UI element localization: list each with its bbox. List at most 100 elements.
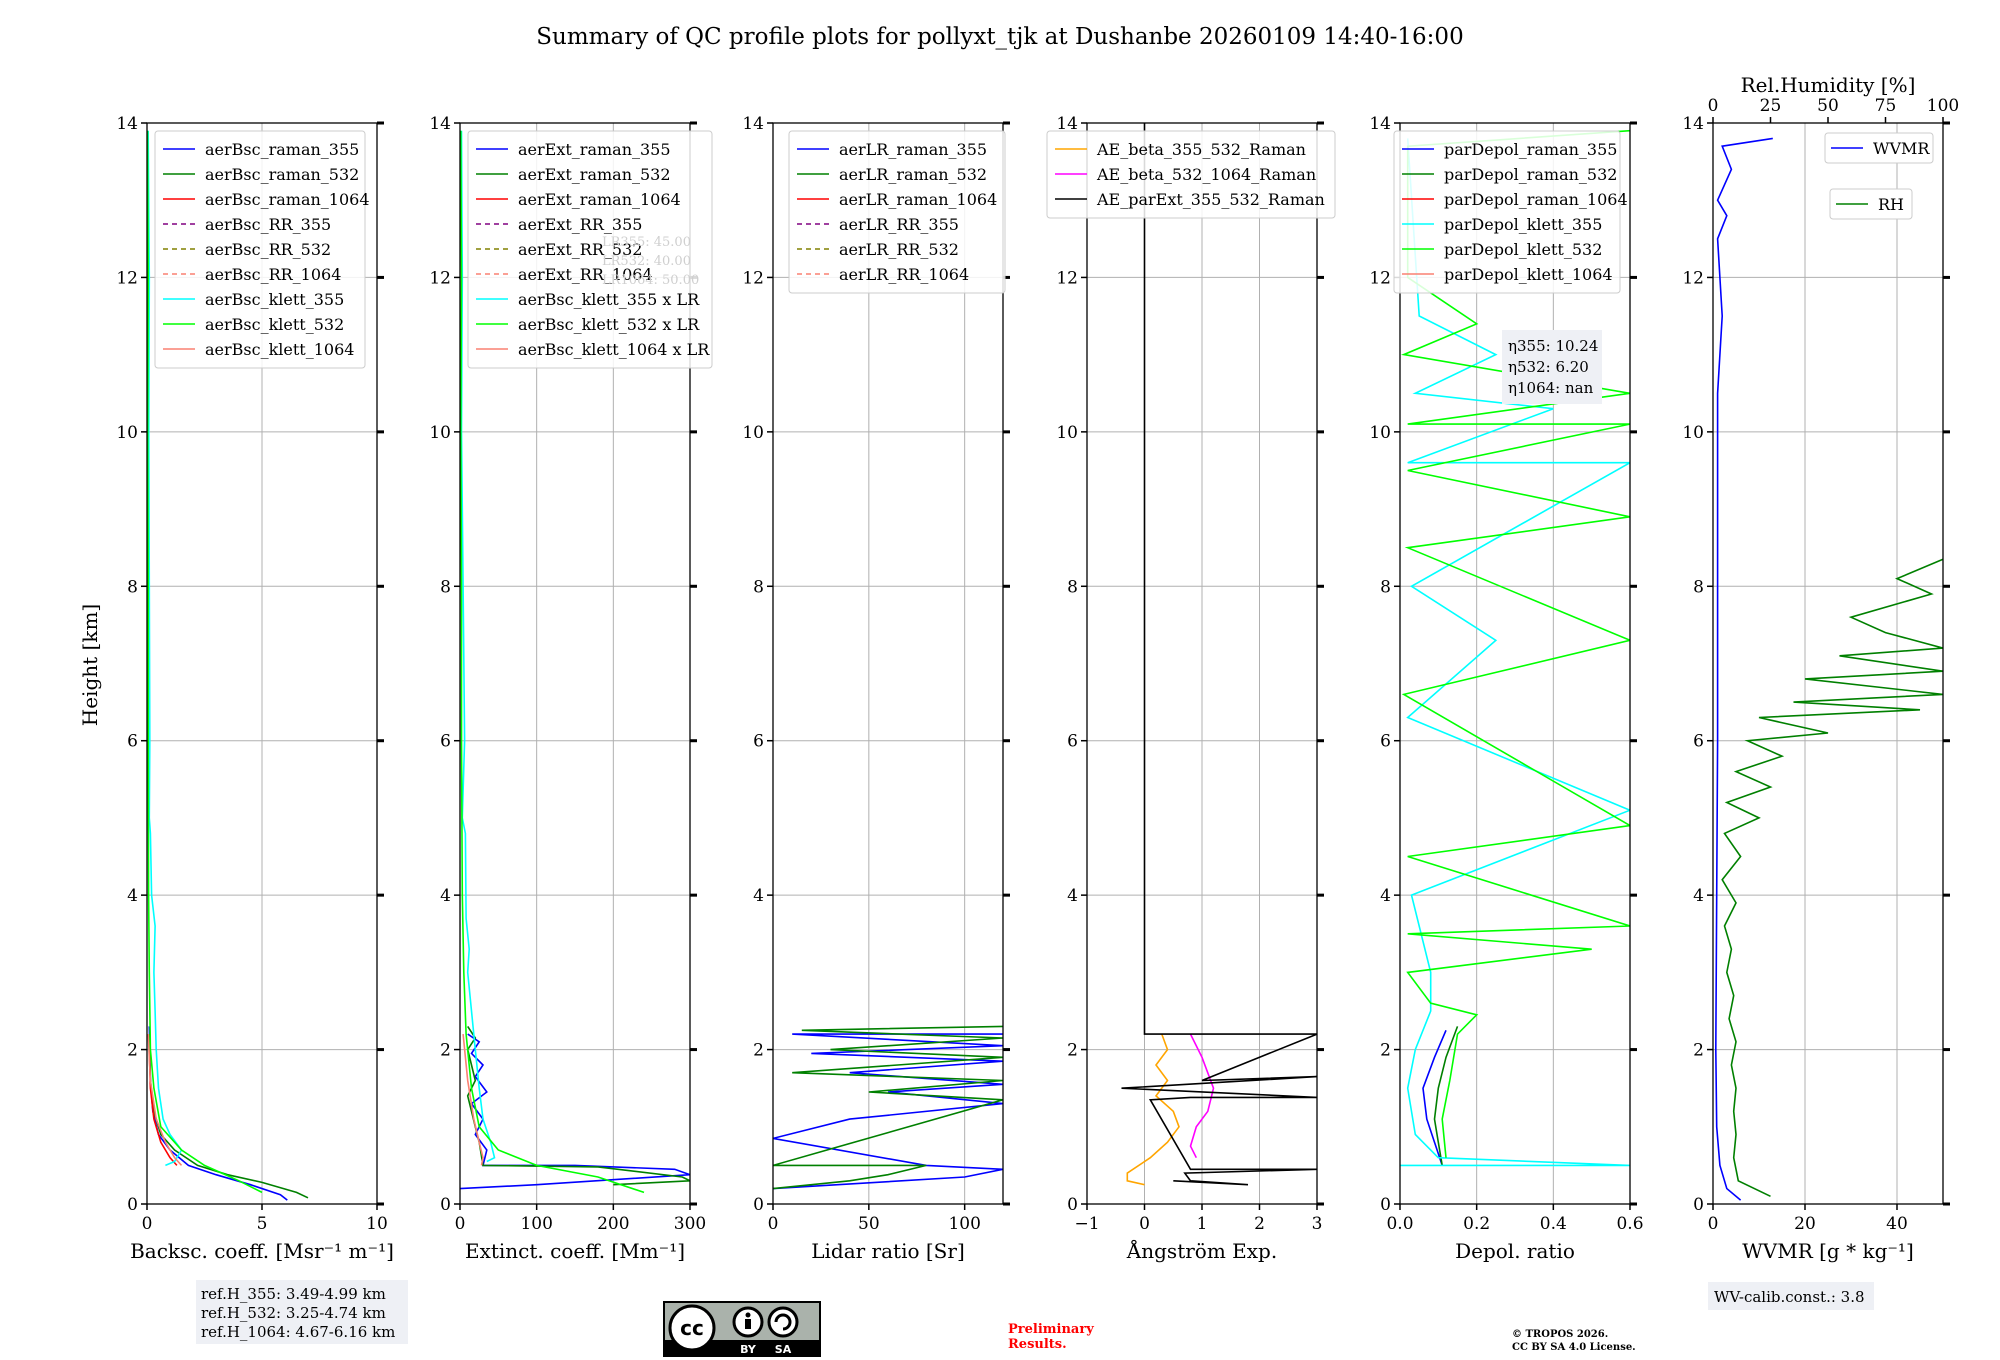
y-tick-label: 14: [116, 114, 138, 134]
series-line-aerbsc-klett-1064: [147, 1034, 183, 1166]
legend-label: aerBsc_klett_1064 x LR: [518, 340, 710, 359]
ref-height-355: ref.H_355: 3.49-4.99 km: [201, 1285, 386, 1303]
lr-annotation: LR1064: 50.00: [602, 273, 699, 288]
y-tick-label: 8: [127, 577, 138, 597]
legend-label: aerBsc_klett_1064: [205, 340, 354, 359]
series-line-ae-parext-355-532-raman: [1121, 123, 1317, 1186]
x-tick-label: 0.6: [1616, 1214, 1643, 1234]
y-tick-label: 8: [440, 577, 451, 597]
top-x-axis-label: Rel.Humidity [%]: [1741, 73, 1916, 97]
y-tick-label: 0: [440, 1195, 451, 1215]
y-tick-label: 12: [1056, 268, 1078, 288]
y-tick-label: 4: [753, 886, 764, 906]
legend-label: aerBsc_RR_532: [205, 240, 331, 259]
series-group: [147, 130, 309, 1201]
legend-label: aerExt_RR_1064: [518, 265, 653, 284]
eta-box: [1502, 330, 1602, 404]
x-tick-label: 0: [455, 1214, 466, 1234]
y-tick-label: 10: [429, 423, 451, 443]
y-tick-label: 6: [127, 732, 138, 752]
legend-label: aerExt_RR_355: [518, 215, 642, 234]
ref-height-532: ref.H_532: 3.25-4.74 km: [201, 1304, 386, 1322]
series-line-aerbsc-klett-355: [147, 130, 183, 1167]
series-line-aerbsc-raman-355: [148, 1026, 288, 1201]
y-tick-label: 14: [1369, 114, 1391, 134]
series-group: [773, 1025, 1003, 1190]
series-line-aerlr-raman-532: [773, 1025, 1003, 1190]
series-line-aerbsc-klett-532: [147, 130, 263, 1194]
share-alike-icon: [767, 1306, 799, 1338]
legend-label: parDepol_raman_532: [1444, 165, 1617, 184]
y-tick-label: 4: [1693, 886, 1704, 906]
legend-label: aerBsc_RR_355: [205, 215, 331, 234]
legend-label: aerBsc_klett_355 x LR: [518, 290, 700, 309]
legend: aerBsc_raman_355 aerBsc_raman_532 aerBsc_r…: [154, 130, 370, 369]
legend: parDepol_raman_355 parDepol_raman_532 parD…: [1393, 130, 1628, 294]
x-tick-label: 100: [948, 1214, 980, 1234]
x-tick-label: 5: [257, 1214, 268, 1234]
x-tick-label: 0: [768, 1214, 779, 1234]
y-tick-label: 10: [742, 423, 764, 443]
y-tick-label: 2: [127, 1041, 138, 1061]
legend-rh: RH: [1829, 188, 1913, 220]
series-group: [1400, 129, 1630, 1167]
legend-label: aerLR_RR_1064: [839, 265, 969, 284]
series-group: [1715, 137, 1943, 1201]
y-tick-label: 10: [116, 423, 138, 443]
ref-heights-box: ref.H_355: 3.49-4.99 km ref.H_532: 3.25-…: [196, 1280, 408, 1344]
series-line-aerbsc-klett-532-x-lr: [460, 130, 645, 1194]
y-tick-label: 6: [1380, 732, 1391, 752]
x-axis-label: Backsc. coeff. [Msr⁻¹ m⁻¹]: [130, 1239, 394, 1263]
ref-height-1064: ref.H_1064: 4.67-6.16 km: [201, 1323, 395, 1341]
eta-annotation: η532: 6.20: [1508, 358, 1589, 376]
y-tick-label: 2: [1693, 1041, 1704, 1061]
series-line-pardepol-raman-532: [1433, 1026, 1459, 1166]
legend: AE_beta_355_532_Raman AE_beta_532_1064_Ra…: [1046, 130, 1336, 219]
y-tick-label: 4: [127, 886, 138, 906]
x-tick-label: 40: [1886, 1214, 1908, 1234]
legend-wvmr: WVMR: [1824, 132, 1934, 164]
wv-calib-const: WV-calib.const.: 3.8: [1714, 1288, 1865, 1306]
legend-label: aerBsc_raman_1064: [205, 190, 370, 209]
y-tick-label: 6: [753, 732, 764, 752]
y-tick-label: 12: [116, 268, 138, 288]
y-tick-label: 12: [1682, 268, 1704, 288]
cc-sa-label: SA: [775, 1343, 792, 1356]
legend-label: aerExt_raman_1064: [518, 190, 681, 209]
y-tick-label: 10: [1682, 423, 1704, 443]
top-x-tick-label: 50: [1817, 96, 1839, 116]
panels: 0 2 4 6 8 10 12 14 0 5 10 Backsc. coeff. [Msr⁻¹ m⁻¹…: [116, 73, 1959, 1263]
series-line-pardepol-klett-355: [1400, 138, 1630, 1167]
x-tick-label: 2: [1254, 1214, 1265, 1234]
y-tick-label: 8: [1380, 577, 1391, 597]
y-tick-label: 14: [429, 114, 451, 134]
preliminary-line-1: Preliminary: [1008, 1322, 1094, 1337]
y-tick-label: 12: [429, 268, 451, 288]
legend-label: aerLR_RR_355: [839, 215, 959, 234]
series-group: [460, 130, 690, 1194]
series-group: [1121, 123, 1317, 1186]
wv-calib-box: WV-calib.const.: 3.8: [1708, 1282, 1874, 1310]
x-tick-label: −1: [1074, 1214, 1099, 1234]
legend-label: aerLR_RR_532: [839, 240, 959, 259]
eta-annotation: η355: 10.24: [1508, 337, 1598, 355]
x-tick-label: 20: [1794, 1214, 1816, 1234]
series-line-aerbsc-klett-355-x-lr: [460, 130, 496, 1163]
lr-annotation: LR532: 40.00: [602, 254, 691, 269]
x-tick-label: 0.2: [1463, 1214, 1490, 1234]
eta-annotation: η1064: nan: [1508, 379, 1594, 397]
series-line-ae-beta-532-1064-raman: [1189, 1033, 1215, 1159]
series-line-pardepol-raman-355: [1422, 1029, 1447, 1166]
legend-label: aerBsc_raman_532: [205, 165, 359, 184]
legend-label: parDepol_raman_1064: [1444, 190, 1628, 209]
cc-badge-text: cc: [680, 1316, 704, 1340]
panel-backscatter: 0 2 4 6 8 10 12 14 0 5 10 Backsc. coeff. [Msr⁻¹ m⁻¹…: [116, 114, 394, 1263]
legend-label: AE_beta_532_1064_Raman: [1096, 165, 1316, 184]
y-tick-label: 0: [1067, 1195, 1078, 1215]
y-tick-label: 14: [742, 114, 764, 134]
x-tick-label: 0: [142, 1214, 153, 1234]
x-tick-label: 200: [597, 1214, 629, 1234]
